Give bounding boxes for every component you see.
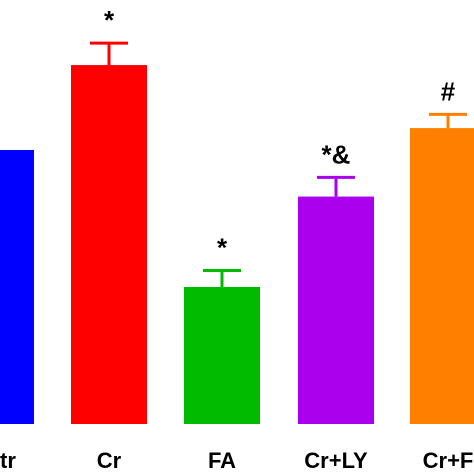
- error-bar-1: [90, 41, 128, 66]
- error-bars-group: [90, 41, 467, 287]
- annotation-3: *&: [322, 139, 351, 169]
- error-bar-2: [203, 269, 241, 287]
- annotations-group: * * *& #: [104, 5, 456, 262]
- annotation-4: #: [441, 76, 456, 106]
- error-bar-3: [317, 175, 355, 197]
- tick-label-2: FA: [208, 448, 236, 473]
- bar-2: [184, 287, 260, 424]
- bar-4: [410, 128, 474, 424]
- tick-label-0: tr: [0, 448, 16, 473]
- error-bar-4: [429, 112, 467, 129]
- bars-group: [0, 65, 474, 424]
- tick-label-1: Cr: [97, 448, 122, 473]
- annotation-1: *: [104, 5, 115, 35]
- bar-0: [0, 150, 34, 424]
- bar-3: [298, 196, 374, 424]
- tick-labels-group: tr Cr FA Cr+LY Cr+F: [0, 448, 473, 473]
- tick-label-4: Cr+F: [423, 448, 474, 473]
- annotation-2: *: [217, 233, 228, 263]
- bar-1: [71, 65, 147, 424]
- tick-label-3: Cr+LY: [304, 448, 368, 473]
